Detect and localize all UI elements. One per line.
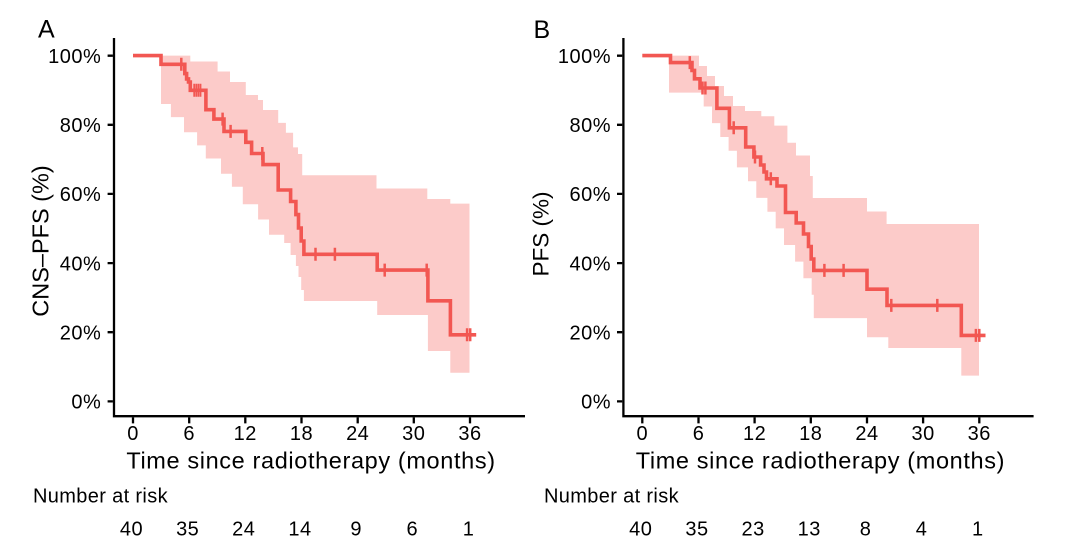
svg-text:40: 40 bbox=[629, 519, 652, 541]
svg-text:100%: 100% bbox=[558, 46, 611, 68]
svg-text:20%: 20% bbox=[60, 322, 102, 344]
svg-text:14: 14 bbox=[288, 519, 311, 541]
svg-text:0%: 0% bbox=[581, 392, 611, 414]
svg-text:12: 12 bbox=[234, 423, 257, 445]
svg-text:40: 40 bbox=[120, 519, 143, 541]
svg-text:40%: 40% bbox=[569, 253, 611, 275]
svg-text:80%: 80% bbox=[60, 115, 102, 137]
svg-text:6: 6 bbox=[693, 423, 705, 445]
svg-text:1: 1 bbox=[463, 519, 475, 541]
svg-text:Time since radiotherapy (month: Time since radiotherapy (months) bbox=[636, 448, 1005, 474]
svg-text:18: 18 bbox=[799, 423, 822, 445]
svg-text:Number at risk: Number at risk bbox=[544, 485, 680, 507]
svg-text:6: 6 bbox=[406, 519, 418, 541]
svg-text:B: B bbox=[534, 16, 551, 44]
svg-text:1: 1 bbox=[972, 519, 984, 541]
svg-text:60%: 60% bbox=[569, 184, 611, 206]
svg-text:60%: 60% bbox=[60, 184, 102, 206]
svg-text:0: 0 bbox=[127, 423, 139, 445]
svg-text:36: 36 bbox=[968, 423, 991, 445]
svg-text:4: 4 bbox=[916, 519, 928, 541]
svg-text:9: 9 bbox=[350, 519, 362, 541]
svg-text:Number at risk: Number at risk bbox=[33, 485, 169, 507]
svg-text:36: 36 bbox=[458, 423, 481, 445]
svg-text:100%: 100% bbox=[48, 46, 101, 68]
svg-text:0: 0 bbox=[636, 423, 648, 445]
svg-text:80%: 80% bbox=[569, 115, 611, 137]
svg-text:0%: 0% bbox=[71, 392, 101, 414]
svg-text:35: 35 bbox=[685, 519, 708, 541]
svg-text:40%: 40% bbox=[60, 253, 102, 275]
svg-text:8: 8 bbox=[860, 519, 872, 541]
svg-text:6: 6 bbox=[183, 423, 195, 445]
svg-text:18: 18 bbox=[290, 423, 313, 445]
svg-text:Time since radiotherapy (month: Time since radiotherapy (months) bbox=[126, 448, 495, 474]
svg-text:20%: 20% bbox=[569, 322, 611, 344]
svg-text:CNS–PFS (%): CNS–PFS (%) bbox=[28, 165, 54, 316]
svg-text:35: 35 bbox=[176, 519, 199, 541]
svg-text:13: 13 bbox=[798, 519, 821, 541]
svg-text:PFS (%): PFS (%) bbox=[529, 191, 554, 276]
svg-text:30: 30 bbox=[402, 423, 425, 445]
svg-text:24: 24 bbox=[855, 423, 878, 445]
svg-text:30: 30 bbox=[911, 423, 934, 445]
svg-text:23: 23 bbox=[741, 519, 764, 541]
svg-text:12: 12 bbox=[743, 423, 766, 445]
svg-text:24: 24 bbox=[346, 423, 369, 445]
svg-text:24: 24 bbox=[232, 519, 255, 541]
svg-text:A: A bbox=[38, 16, 55, 44]
